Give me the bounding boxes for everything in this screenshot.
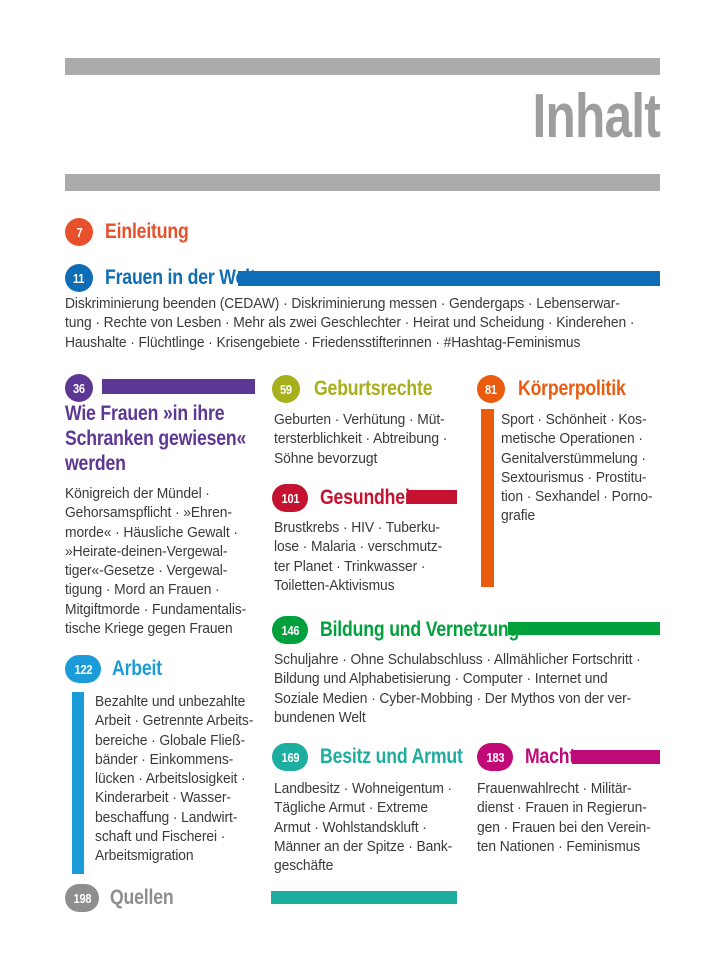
section-title-geburtsrechte: Geburtsrechte <box>314 377 433 400</box>
section-topics-frauen-welt: Diskriminierung beenden (CEDAW) · Diskri… <box>65 296 635 351</box>
section-topics-besitz-armut: Landbesitz · Wohneigentum · Tägliche Arm… <box>274 781 453 875</box>
second-rule <box>65 174 660 191</box>
page-badge-schranken: 36 <box>65 374 93 402</box>
section-topics-geburtsrechte: Geburten · Verhütung · Müt- tersterblich… <box>274 412 448 467</box>
section-title-einleitung: Einleitung <box>105 220 189 243</box>
page-badge-frauen-welt: 11 <box>65 264 93 292</box>
section-rule-bildung <box>508 622 660 635</box>
page-number: 198 <box>73 890 91 906</box>
section-rule-schranken <box>102 379 255 394</box>
page-number: 146 <box>281 622 299 638</box>
section-title-besitz-armut: Besitz und Armut <box>320 745 463 768</box>
section-rule-gesundheit <box>407 490 457 504</box>
section-title-gesundheit: Gesundheit <box>320 486 416 509</box>
page-badge-koerperpolitik: 81 <box>477 375 505 403</box>
page-badge-quellen: 198 <box>65 884 99 912</box>
page-badge-arbeit: 122 <box>65 655 101 683</box>
section-rule-koerperpolitik <box>481 409 494 587</box>
section-title-macht: Macht <box>525 745 576 768</box>
section-rule-macht <box>572 750 660 764</box>
section-topics-macht: Frauenwahlrecht · Militär- dienst · Frau… <box>477 781 651 855</box>
page-title: Inhalt <box>532 82 661 151</box>
section-topics-gesundheit: Brustkrebs · HIV · Tuberku- lose · Malar… <box>274 520 443 594</box>
page-number: 11 <box>73 270 85 286</box>
page-badge-besitz-armut: 169 <box>272 743 308 771</box>
section-topics-koerperpolitik: Sport · Schönheit · Kos- metische Operat… <box>501 412 653 525</box>
page-badge-macht: 183 <box>477 743 513 771</box>
section-title-schranken: Wie Frauen »in ihre Schranken gewiesen« … <box>65 402 247 475</box>
section-rule-besitz-armut <box>271 891 457 904</box>
section-rule-frauen-welt <box>238 271 660 286</box>
section-topics-arbeit: Bezahlte und unbezahlte Arbeit · Getrenn… <box>95 694 254 865</box>
page-number: 122 <box>74 661 92 677</box>
page-number: 183 <box>486 749 504 765</box>
page-badge-einleitung: 7 <box>65 218 93 246</box>
section-topics-schranken: Königreich der Mündel · Gehorsamspflicht… <box>65 486 247 638</box>
page-number: 81 <box>485 381 497 397</box>
page-number: 36 <box>73 380 85 396</box>
page-badge-bildung: 146 <box>272 616 308 644</box>
page-number: 7 <box>76 224 82 240</box>
section-title-arbeit: Arbeit <box>112 657 162 680</box>
page-number: 101 <box>281 490 299 506</box>
page-number: 59 <box>280 381 292 397</box>
section-title-bildung: Bildung und Vernetzung <box>320 618 520 641</box>
section-title-quellen: Quellen <box>110 886 174 909</box>
page-number: 169 <box>281 749 299 765</box>
section-title-frauen-welt: Frauen in der Welt <box>105 266 256 289</box>
page-badge-gesundheit: 101 <box>272 484 308 512</box>
section-title-koerperpolitik: Körperpolitik <box>518 377 626 400</box>
top-rule <box>65 58 660 75</box>
section-rule-arbeit <box>72 692 84 874</box>
section-topics-bildung: Schuljahre · Ohne Schulabschluss · Allmä… <box>274 652 641 726</box>
page-badge-geburtsrechte: 59 <box>272 375 300 403</box>
